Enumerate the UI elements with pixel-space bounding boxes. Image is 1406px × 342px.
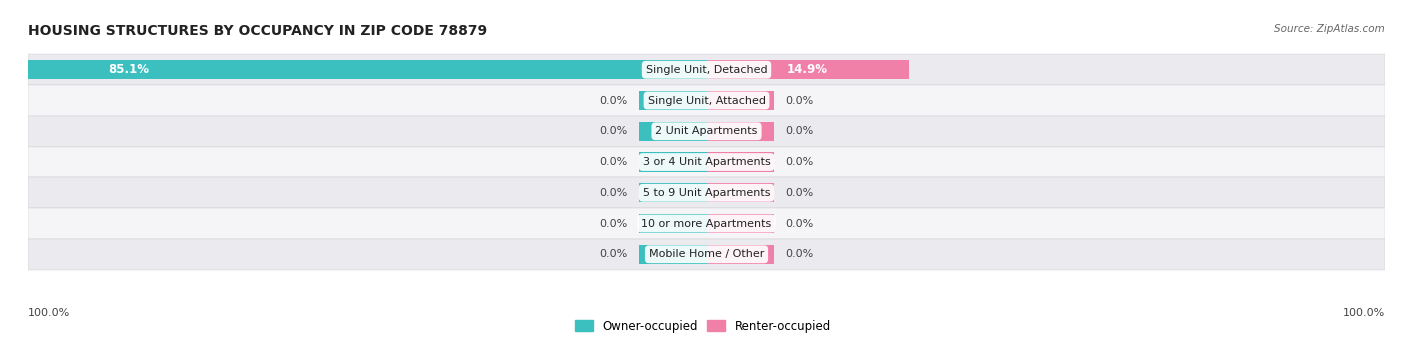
Legend: Owner-occupied, Renter-occupied: Owner-occupied, Renter-occupied [575,320,831,333]
Bar [638,183,707,202]
Text: 0.0%: 0.0% [785,249,814,259]
Text: 0.0%: 0.0% [599,126,628,136]
Text: 100.0%: 100.0% [1343,308,1385,318]
Bar [28,239,1385,270]
Bar [638,214,707,233]
Text: Mobile Home / Other: Mobile Home / Other [648,249,765,259]
Text: 0.0%: 0.0% [599,219,628,228]
Bar [28,177,1385,208]
Bar [28,85,1385,116]
Text: Source: ZipAtlas.com: Source: ZipAtlas.com [1274,24,1385,34]
Bar [28,147,1385,177]
Text: 0.0%: 0.0% [599,157,628,167]
Text: 0.0%: 0.0% [785,188,814,198]
Text: Single Unit, Detached: Single Unit, Detached [645,65,768,75]
Bar [28,54,1385,85]
Bar [707,183,775,202]
Bar [707,214,775,233]
Bar [707,60,908,79]
Bar [638,245,707,264]
Bar [638,153,707,172]
Text: 0.0%: 0.0% [785,219,814,228]
Text: 0.0%: 0.0% [599,249,628,259]
Bar [0,60,707,79]
Text: HOUSING STRUCTURES BY OCCUPANCY IN ZIP CODE 78879: HOUSING STRUCTURES BY OCCUPANCY IN ZIP C… [28,24,488,38]
Text: 0.0%: 0.0% [785,126,814,136]
Bar [638,122,707,141]
Text: 100.0%: 100.0% [28,308,70,318]
Text: 14.9%: 14.9% [787,63,828,76]
Bar [638,91,707,110]
Text: 0.0%: 0.0% [599,95,628,106]
Bar [28,116,1385,147]
Bar [707,122,775,141]
Text: 2 Unit Apartments: 2 Unit Apartments [655,126,758,136]
Text: 5 to 9 Unit Apartments: 5 to 9 Unit Apartments [643,188,770,198]
Text: Single Unit, Attached: Single Unit, Attached [648,95,765,106]
Text: 0.0%: 0.0% [785,95,814,106]
Text: 85.1%: 85.1% [108,63,149,76]
Text: 0.0%: 0.0% [599,188,628,198]
Bar [28,208,1385,239]
Bar [707,153,775,172]
Bar [707,245,775,264]
Text: 3 or 4 Unit Apartments: 3 or 4 Unit Apartments [643,157,770,167]
Bar [707,91,775,110]
Text: 10 or more Apartments: 10 or more Apartments [641,219,772,228]
Text: 0.0%: 0.0% [785,157,814,167]
